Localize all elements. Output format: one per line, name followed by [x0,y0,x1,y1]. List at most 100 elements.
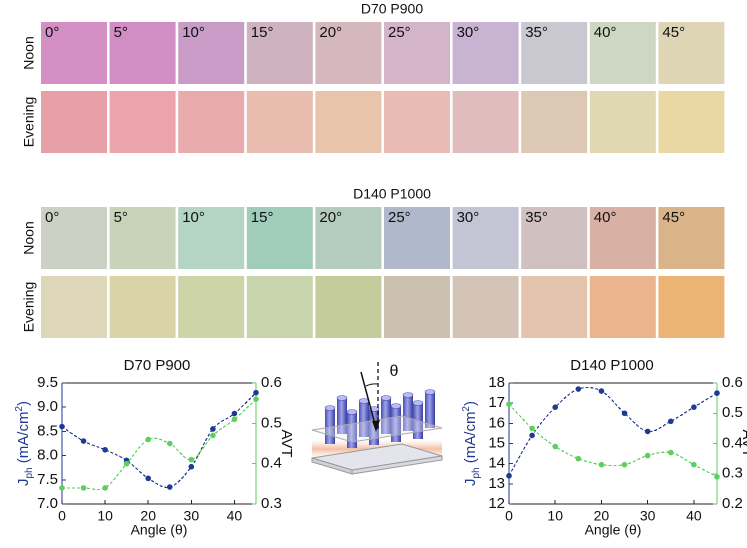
nanopillar-diagram: θ [311,362,443,475]
data-point [210,432,216,439]
color-swatch [109,91,176,153]
y-tick-label: 12 [488,495,505,512]
data-point [102,485,108,491]
y-tick-label: 17 [488,394,505,411]
color-swatch [178,91,245,153]
y-tick-label: 7.0 [37,495,58,512]
angle-label: 0° [45,209,59,226]
data-point [253,396,259,402]
y2-tick-label: 0.4 [261,455,282,472]
data-point [253,389,259,396]
y-tick-label: 16 [488,414,505,431]
y-tick-label: 14 [488,455,505,472]
series-line [508,386,718,477]
series-line [508,403,718,478]
data-point [529,425,535,432]
data-point [80,485,87,491]
color-swatch [521,91,588,153]
color-swatch [178,207,245,269]
x-tick-label: 0 [58,508,66,524]
series-line [62,398,257,491]
color-swatch [246,207,313,269]
angle-label: 15° [251,209,274,226]
angle-symbol: θ [390,363,399,380]
color-swatch [41,22,107,84]
angle-label: 35° [525,209,548,226]
angle-label: 30° [457,209,480,226]
angle-label: 10° [182,24,205,41]
data-point [210,426,216,432]
data-point [621,410,628,417]
y2-tick-label: 0.2 [722,495,743,512]
y-axis-label: Jph (mA/cm2) [14,401,35,486]
y2-tick-label: 0.4 [722,434,743,451]
color-swatch [589,276,656,338]
color-swatch [589,91,656,153]
data-point [506,472,512,479]
data-point [80,438,87,444]
y-tick-label: 7.5 [37,471,58,488]
y-axis-label-part: ) [15,401,32,406]
y-axis-label-part: 2 [461,406,472,412]
data-point [166,440,173,447]
y-tick-label: 8.0 [37,447,58,464]
x-tick-label: 0 [505,508,513,524]
color-swatch [384,22,450,84]
angle-label: 0° [45,24,59,41]
color-swatch [41,91,107,153]
y2-tick-label: 0.6 [722,374,743,391]
color-swatch [41,207,107,269]
color-swatch [109,276,176,338]
data-point [145,475,152,482]
y2-tick-label: 0.6 [261,374,282,391]
x-tick-label: 10 [547,508,563,524]
y-tick-label: 8.5 [37,422,58,439]
data-point [59,485,65,491]
chart-title: D140 P1000 [570,357,653,374]
data-point [667,418,674,425]
data-point [188,456,195,463]
x-tick-label: 40 [227,508,243,524]
data-point [123,460,130,467]
y-tick-label: 9.5 [37,374,58,391]
data-point [598,388,605,394]
y-tick-label: 13 [488,475,505,492]
y-axis-label-part: ) [462,401,479,406]
data-point [621,461,628,468]
color-swatch [178,276,245,338]
color-swatch [178,22,245,84]
data-point [102,446,108,453]
y2-tick-label: 0.3 [261,495,282,512]
color-swatch [315,207,382,269]
row-label: Noon [21,221,37,254]
y2-axis-label: AVT [739,429,747,457]
grid-title: D70 P900 [361,1,423,17]
color-swatch [452,91,519,153]
grid-title: D140 P1000 [353,186,431,202]
data-point [552,404,559,411]
color-swatch [658,91,725,153]
angle-label: 45° [662,209,685,226]
angle-label: 25° [388,24,411,41]
color-swatch [384,207,450,269]
angle-label: 5° [114,24,128,41]
data-point [667,449,674,456]
data-point [644,452,651,459]
data-point [231,410,238,417]
row-label: Evening [21,97,37,148]
data-point [188,463,195,470]
color-swatch [521,276,588,338]
angle-label: 15° [251,24,274,41]
chart: D70 P900 0 10 20 30 40 7.0 7.5 8.0 8.5 9.0 9.5 0.3 0.… [14,357,295,538]
x-axis-label: Angle (θ) [131,522,188,538]
chart: D140 P1000 0 10 20 30 40 12 13 14 15 16 17 18 0.2 0.3 0… [461,357,747,538]
x-tick-label: 30 [640,508,656,524]
data-point [145,436,152,443]
data-point [714,473,720,480]
y-axis-label-part: ph [24,467,35,478]
data-point [575,455,582,462]
y-axis-label: Jph (mA/cm2) [461,401,482,486]
series-line [61,392,257,489]
color-swatch [246,91,313,153]
